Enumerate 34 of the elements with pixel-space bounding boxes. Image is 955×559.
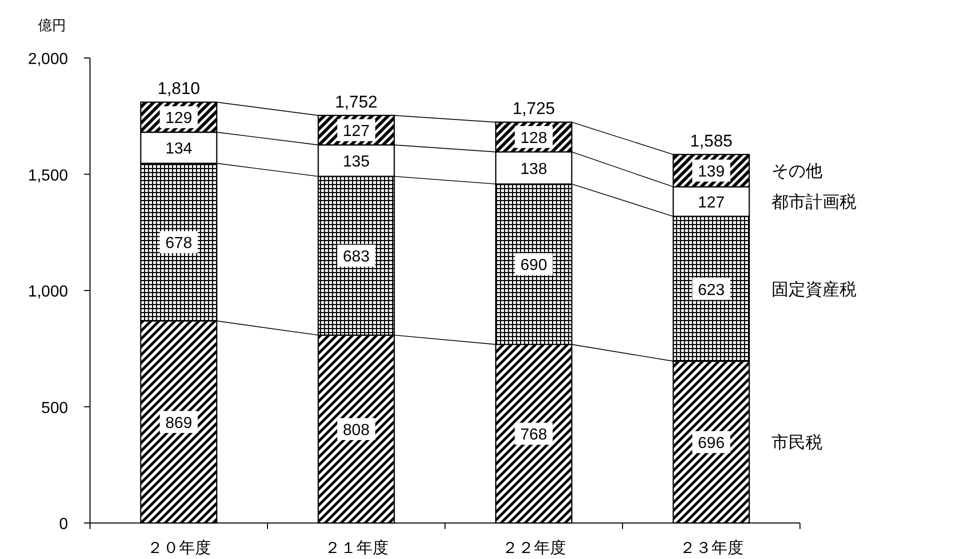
data-label: 127: [698, 194, 725, 212]
x-tick-label: ２２年度: [502, 539, 566, 557]
y-tick-label: 1,000: [28, 284, 68, 300]
data-label: 138: [520, 160, 548, 178]
series-label: 固定資産税: [771, 280, 856, 299]
y-tick-label: 500: [41, 400, 68, 417]
x-tick-label: ２０年度: [146, 539, 211, 557]
x-tick-label: ２１年度: [324, 539, 388, 557]
data-label: 678: [165, 235, 192, 252]
data-label: 808: [342, 422, 370, 440]
data-label: 139: [698, 164, 725, 181]
y-tick-label: 1,500: [28, 167, 68, 184]
data-label: 134: [165, 140, 192, 158]
y-tick-label: 2,000: [28, 51, 68, 68]
series-label: 都市計画税: [771, 192, 856, 212]
y-tick-label: 0: [59, 516, 68, 533]
data-label: 696: [698, 435, 725, 452]
data-label: 623: [698, 282, 725, 299]
series-label: 市民税: [771, 433, 822, 452]
series-label: その他: [771, 162, 822, 181]
total-label: 1,585: [690, 131, 733, 150]
data-label: 128: [520, 130, 548, 148]
data-label: 683: [342, 248, 370, 266]
x-tick-label: ２３年度: [679, 539, 744, 557]
y-axis-title: 億円: [38, 17, 66, 33]
data-label: 135: [342, 154, 370, 171]
data-label: 690: [520, 257, 548, 274]
total-label: 1,810: [157, 79, 200, 98]
data-label: 869: [165, 414, 192, 432]
total-label: 1,752: [334, 92, 378, 112]
data-label: 129: [165, 110, 192, 128]
data-label: 768: [520, 426, 548, 444]
total-label: 1,725: [512, 99, 556, 118]
data-label: 127: [342, 123, 370, 140]
